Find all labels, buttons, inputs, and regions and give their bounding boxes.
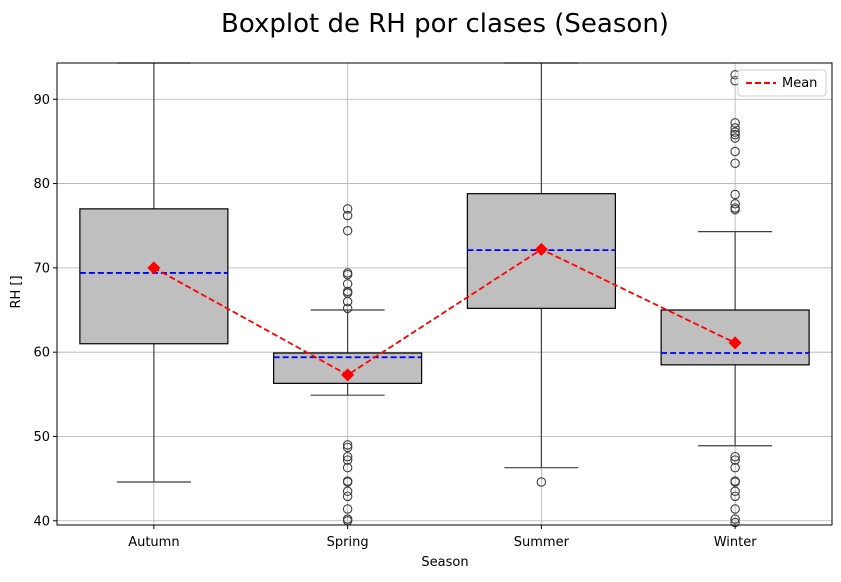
y-tick-label: 60 — [33, 346, 50, 361]
x-tick-label: Winter — [714, 535, 758, 550]
outlier-point — [342, 268, 353, 278]
outlier-point — [730, 129, 740, 140]
outlier-point — [730, 123, 740, 133]
outlier-point — [536, 477, 547, 487]
x-axis-label: Season — [421, 555, 468, 570]
outlier-point — [342, 462, 353, 473]
outlier-point — [342, 210, 353, 221]
x-tick-label: Summer — [514, 535, 570, 550]
mean-marker — [728, 336, 742, 350]
outlier-point — [730, 455, 740, 465]
box-layer — [79, 62, 810, 528]
outlier-point — [730, 127, 740, 137]
y-tick-label: 70 — [33, 261, 50, 276]
mean-marker — [147, 261, 161, 275]
legend-mean-label: Mean — [782, 76, 817, 91]
outlier-point — [730, 203, 740, 213]
outlier-point — [342, 286, 353, 297]
outlier-point — [730, 199, 740, 209]
x-tick-label: Spring — [327, 535, 369, 550]
box-autumn — [79, 208, 229, 345]
outlier-point — [730, 462, 740, 473]
outlier-point — [730, 146, 740, 157]
outlier-point — [342, 455, 353, 465]
y-tick-label: 50 — [33, 430, 50, 445]
x-tick-label: Autumn — [128, 535, 179, 550]
outlier-point — [342, 279, 353, 289]
axis-layer: 40 50 60 70 80 90 Autumn Spring Summer Winter — [33, 62, 833, 550]
y-axis-label: RH [] — [9, 275, 24, 308]
y-tick-label: 40 — [33, 514, 50, 529]
outlier-point — [342, 440, 353, 450]
mean-line — [153, 248, 736, 376]
plot-frame — [56, 62, 833, 526]
legend-frame — [737, 69, 827, 97]
outlier-point — [730, 451, 740, 462]
y-tick-label: 80 — [33, 177, 50, 192]
outlier-point — [342, 204, 353, 214]
outlier-point — [342, 451, 353, 462]
outlier-point — [730, 118, 740, 128]
outlier-point — [730, 514, 740, 524]
legend: Mean — [737, 69, 827, 97]
chart-title: Boxplot de RH por clases (Season) — [221, 9, 669, 39]
outlier-point — [342, 303, 353, 314]
mean-marker — [534, 242, 548, 256]
y-tick-label: 90 — [33, 93, 50, 108]
outlier-point — [730, 158, 740, 169]
mean-marker — [341, 368, 355, 382]
outlier-point — [342, 226, 353, 236]
outlier-point — [342, 514, 353, 524]
mean-layer — [147, 242, 742, 382]
box-summer — [466, 193, 616, 309]
outlier-point — [730, 189, 740, 200]
outlier-point — [730, 504, 740, 514]
outlier-point — [342, 486, 353, 497]
outlier-point — [342, 504, 353, 514]
outlier-point — [342, 442, 353, 453]
outlier-point — [730, 486, 740, 497]
outlier-point — [342, 491, 353, 502]
outlier-point — [730, 491, 740, 502]
outlier-point — [342, 476, 353, 486]
outlier-point — [730, 476, 740, 486]
outlier-point — [730, 133, 740, 143]
